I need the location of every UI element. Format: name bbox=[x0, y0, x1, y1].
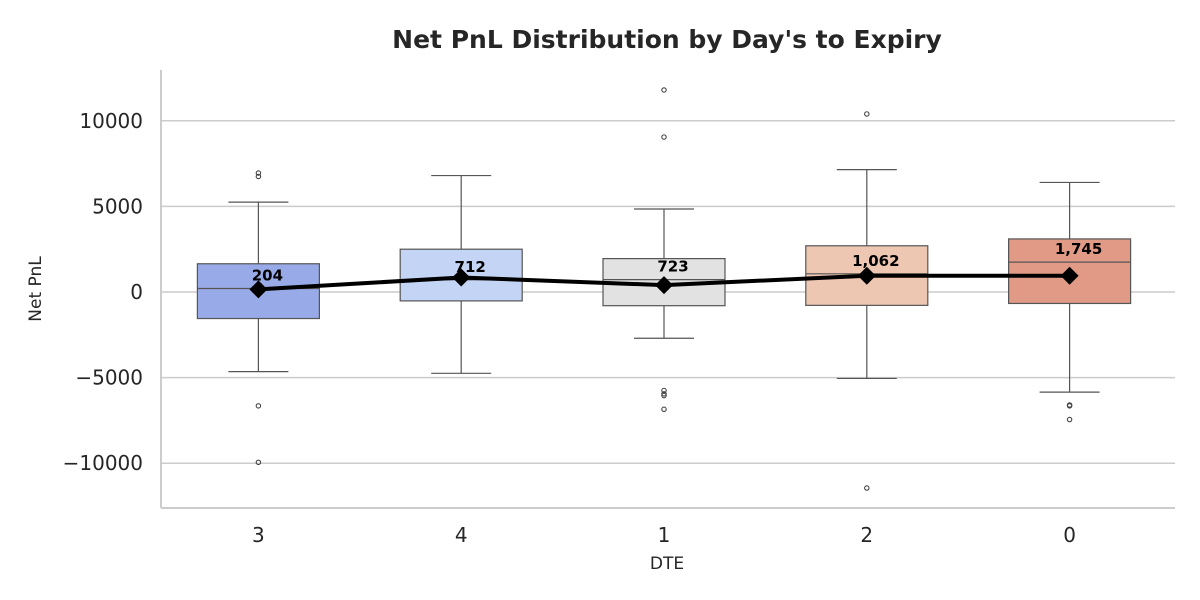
box-0 bbox=[1007, 181, 1132, 423]
median-labels: 204 712 723 1,062 1,745 bbox=[252, 240, 1103, 284]
box-2 bbox=[805, 111, 929, 491]
x-tick-label: 0 bbox=[1063, 523, 1076, 547]
y-tick-label: −5000 bbox=[75, 366, 143, 390]
mean-marker bbox=[655, 276, 673, 295]
outlier-point bbox=[255, 459, 262, 466]
y-tick-label: 0 bbox=[130, 280, 143, 304]
axes bbox=[160, 70, 1175, 509]
y-tick-label: 5000 bbox=[92, 194, 143, 218]
mean-marker bbox=[452, 268, 471, 287]
y-axis-label: Net PnL bbox=[26, 256, 46, 322]
mean-marker bbox=[249, 280, 268, 299]
x-tick-label: 3 bbox=[252, 523, 265, 547]
mean-line-group bbox=[249, 266, 1079, 299]
mean-marker bbox=[857, 266, 876, 285]
y-tick-label: 10000 bbox=[79, 109, 143, 133]
outlier-point bbox=[255, 403, 262, 409]
box-3 bbox=[196, 170, 320, 466]
outlier-point bbox=[255, 170, 262, 176]
outlier-point bbox=[661, 387, 667, 394]
mean-marker bbox=[1060, 266, 1079, 285]
outlier-point bbox=[661, 391, 667, 397]
outlier-point bbox=[1066, 403, 1073, 409]
y-tick-label: −10000 bbox=[63, 451, 143, 475]
x-tick-label: 2 bbox=[860, 523, 873, 547]
iqr-box bbox=[1007, 238, 1132, 305]
median-value-label: 204 bbox=[252, 267, 283, 285]
outlier-point bbox=[661, 87, 667, 93]
median-value-label: 712 bbox=[455, 258, 486, 276]
outlier-point bbox=[661, 406, 667, 413]
outlier-point bbox=[661, 392, 667, 399]
outlier-point bbox=[864, 485, 870, 491]
x-tick-label: 1 bbox=[658, 523, 671, 547]
median-value-label: 723 bbox=[657, 258, 688, 276]
box-1 bbox=[602, 87, 726, 413]
tick-labels: 10000 5000 0 −5000 −10000 3 4 1 2 0 bbox=[63, 109, 1076, 547]
chart-title: Net PnL Distribution by Day's to Expiry bbox=[392, 25, 942, 54]
x-axis-label: DTE bbox=[650, 554, 684, 574]
outlier-point bbox=[255, 173, 262, 180]
x-tick-label: 4 bbox=[455, 523, 468, 547]
median-value-label: 1,745 bbox=[1055, 240, 1102, 258]
outlier-point bbox=[661, 134, 667, 140]
outlier-point bbox=[1066, 416, 1073, 423]
outlier-point bbox=[864, 111, 870, 117]
median-value-label: 1,062 bbox=[852, 252, 899, 270]
